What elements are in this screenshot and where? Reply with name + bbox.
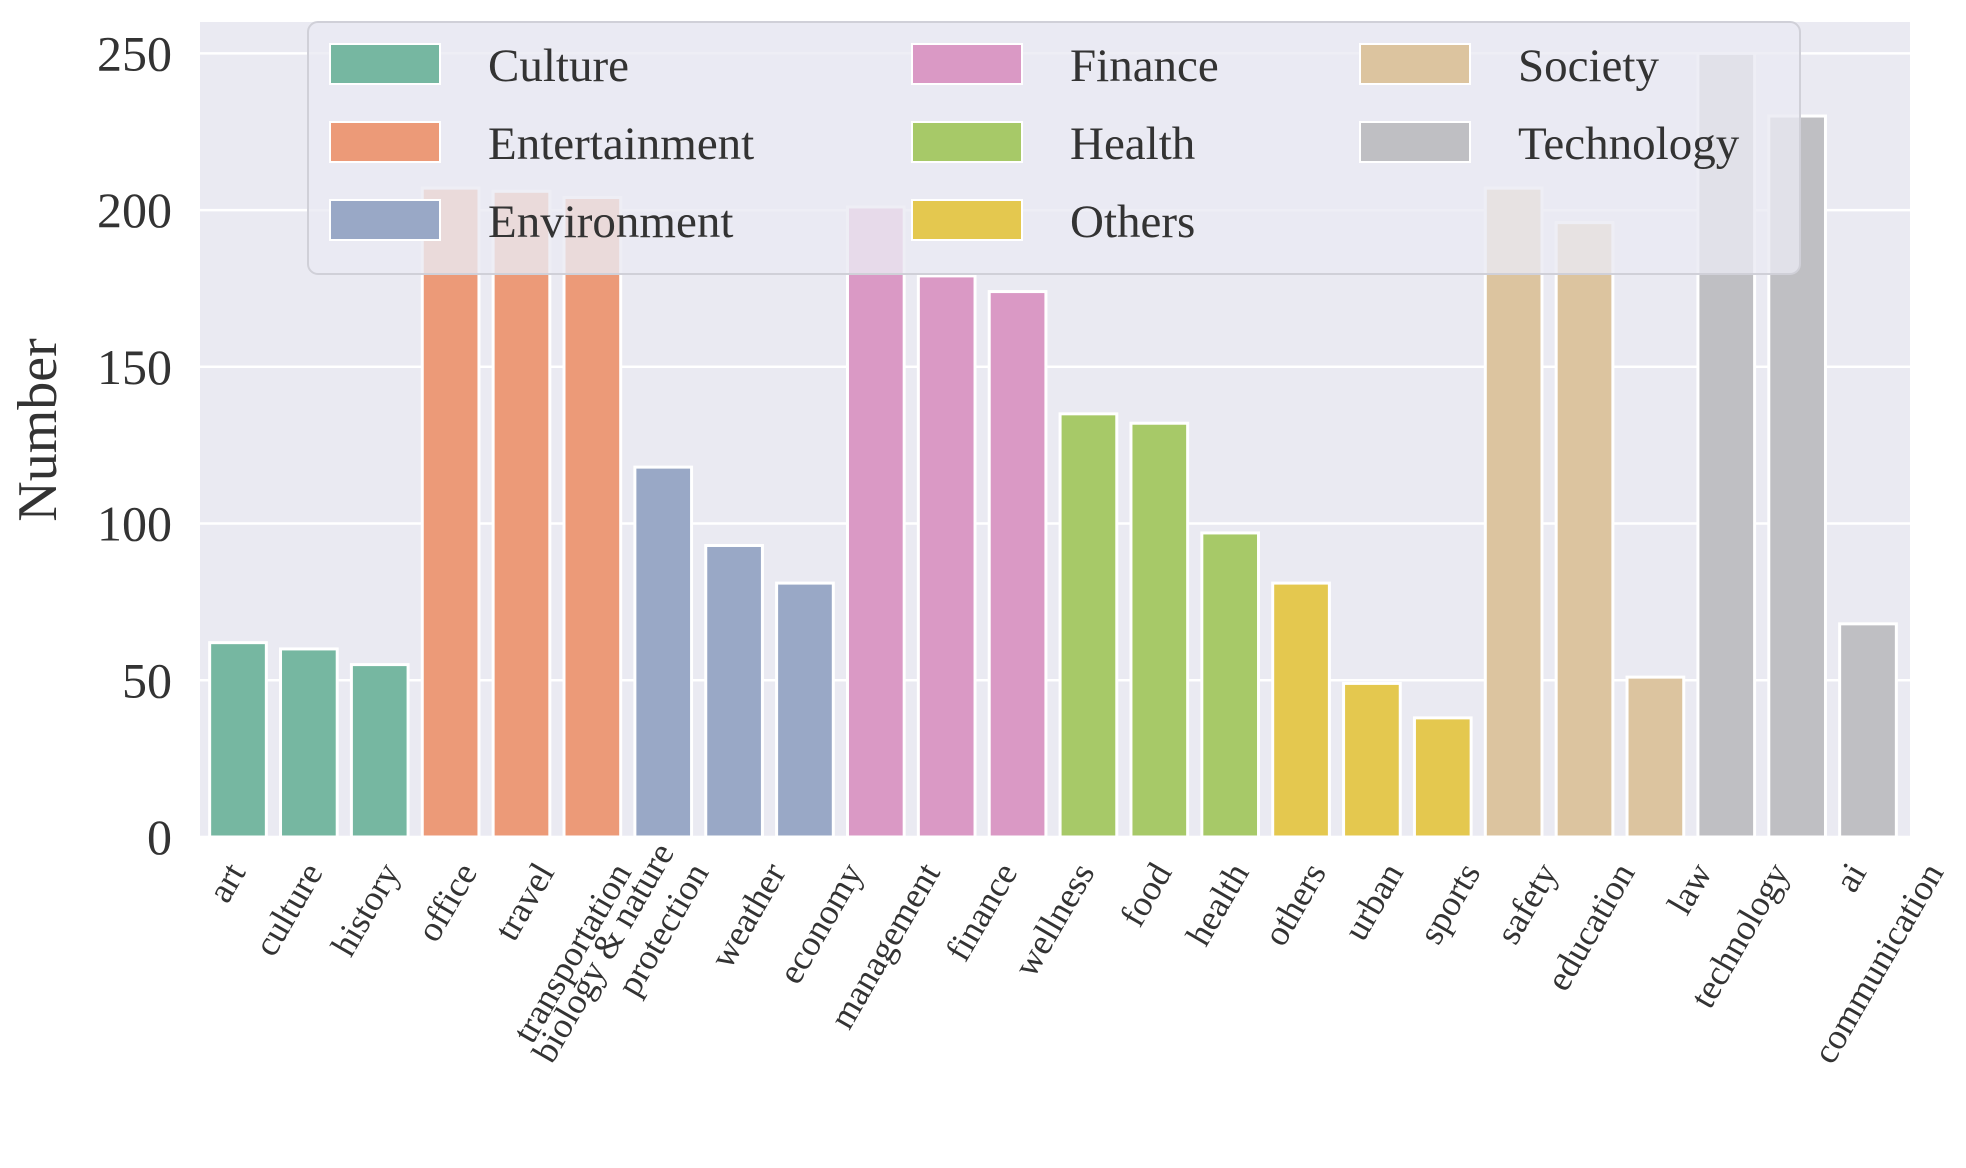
bar <box>704 543 764 839</box>
bar <box>1554 221 1615 839</box>
legend-label: Health <box>1070 118 1195 170</box>
legend-label: Culture <box>488 40 629 92</box>
bar <box>349 663 410 839</box>
bar <box>1412 716 1473 839</box>
bars <box>208 51 1898 839</box>
x-tick-label: law <box>1659 856 1720 921</box>
x-tick-label: office <box>409 856 485 948</box>
legend-item: Others <box>911 196 1195 248</box>
legend: Culture Entertainment Environment Finance He… <box>307 21 1801 275</box>
y-tick-label: 200 <box>97 182 172 238</box>
bar <box>1200 531 1261 839</box>
x-tick-label: history <box>323 856 408 963</box>
bar <box>420 186 481 839</box>
x-tick-text: office <box>409 856 485 948</box>
x-tick-label: travel <box>486 856 562 947</box>
legend-item: Technology <box>1359 118 1740 170</box>
legend-label: Environment <box>488 196 733 248</box>
legend-item: Entertainment <box>329 118 754 170</box>
x-tick-text: law <box>1659 856 1720 921</box>
x-tick-text: others <box>1255 856 1334 952</box>
x-tick-text: sports <box>1411 856 1489 950</box>
x-tick-label: ai <box>1827 856 1875 899</box>
x-tick-text: culture <box>246 856 331 963</box>
x-tick-label: food <box>1112 856 1180 933</box>
bar <box>845 205 906 839</box>
legend-item: Culture <box>329 40 629 92</box>
legend-label: Technology <box>1518 118 1740 170</box>
legend-label: Others <box>1070 196 1195 248</box>
x-tick-label: others <box>1255 856 1334 952</box>
bar <box>562 196 623 839</box>
x-tick-label: culture <box>246 856 331 963</box>
x-tick-label: art <box>200 856 254 909</box>
x-tick-text: ai <box>1827 856 1875 899</box>
legend-swatch <box>1359 121 1471 163</box>
legend-item: Health <box>911 118 1195 170</box>
legend-swatch <box>1359 43 1471 85</box>
bar <box>1129 421 1190 839</box>
bar <box>491 189 552 839</box>
x-tick-label: safety <box>1488 856 1566 950</box>
bar <box>1058 412 1119 839</box>
bar <box>1342 681 1402 839</box>
x-tick-text: health <box>1178 856 1257 952</box>
legend-label: Society <box>1518 40 1659 92</box>
legend-swatch <box>911 121 1023 163</box>
legend-swatch <box>329 121 441 163</box>
y-tick-label: 250 <box>97 25 172 81</box>
y-tick-label: 150 <box>97 339 172 395</box>
bar <box>916 274 977 839</box>
legend-label: Finance <box>1070 40 1219 92</box>
x-tick-text: travel <box>486 856 562 947</box>
y-axis-label: Number <box>7 338 69 522</box>
bar <box>279 647 339 839</box>
x-tick-text: urban <box>1335 856 1411 947</box>
x-tick-text: history <box>323 856 408 963</box>
bar <box>1838 622 1898 839</box>
y-tick-label: 50 <box>122 652 172 708</box>
x-tick-text: communication <box>1805 856 1952 1070</box>
legend-swatch <box>911 199 1023 241</box>
x-tick-text: art <box>200 856 254 909</box>
legend-item: Finance <box>911 40 1219 92</box>
x-tick-label: sports <box>1411 856 1489 950</box>
y-tick-label: 0 <box>147 809 172 865</box>
x-tick-label: urban <box>1335 856 1411 947</box>
legend-swatch <box>911 43 1023 85</box>
x-tick-text: safety <box>1488 856 1566 950</box>
bar <box>1483 186 1544 839</box>
bar <box>987 290 1048 839</box>
bar <box>633 465 694 839</box>
bar <box>208 641 268 839</box>
bar <box>1271 581 1331 839</box>
x-tick-label: health <box>1178 856 1257 952</box>
y-axis: 0 50 100 150 200 250 <box>97 25 172 865</box>
x-tick-text: food <box>1112 856 1180 933</box>
legend-item: Society <box>1359 40 1659 92</box>
legend-swatch <box>329 43 441 85</box>
x-tick-label: communication <box>1805 856 1952 1070</box>
legend-swatch <box>329 199 441 241</box>
legend-label: Entertainment <box>488 118 754 170</box>
legend-item: Environment <box>329 196 733 248</box>
bar <box>1625 675 1686 839</box>
bar <box>775 581 835 839</box>
y-tick-label: 100 <box>97 496 172 552</box>
